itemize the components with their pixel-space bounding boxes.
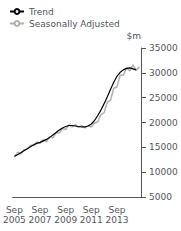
svg-text:2013: 2013 xyxy=(106,215,129,225)
svg-text:30000: 30000 xyxy=(149,68,178,78)
svg-text:$m: $m xyxy=(127,31,142,41)
svg-text:Sep: Sep xyxy=(108,205,125,215)
svg-text:2009: 2009 xyxy=(54,215,77,225)
svg-text:2005: 2005 xyxy=(3,215,26,225)
svg-text:Seasonally Adjusted: Seasonally Adjusted xyxy=(29,19,120,29)
svg-text:15000: 15000 xyxy=(149,142,178,152)
svg-text:Trend: Trend xyxy=(28,7,54,17)
svg-text:35000: 35000 xyxy=(149,43,178,53)
svg-text:5000: 5000 xyxy=(149,192,172,202)
svg-text:Sep: Sep xyxy=(32,205,49,215)
svg-text:Sep: Sep xyxy=(57,205,74,215)
svg-text:20000: 20000 xyxy=(149,118,178,128)
svg-text:25000: 25000 xyxy=(149,93,178,103)
svg-text:2011: 2011 xyxy=(80,215,103,225)
svg-text:Sep: Sep xyxy=(83,205,100,215)
svg-text:10000: 10000 xyxy=(149,167,178,177)
svg-text:Sep: Sep xyxy=(6,205,23,215)
svg-text:2007: 2007 xyxy=(29,215,52,225)
